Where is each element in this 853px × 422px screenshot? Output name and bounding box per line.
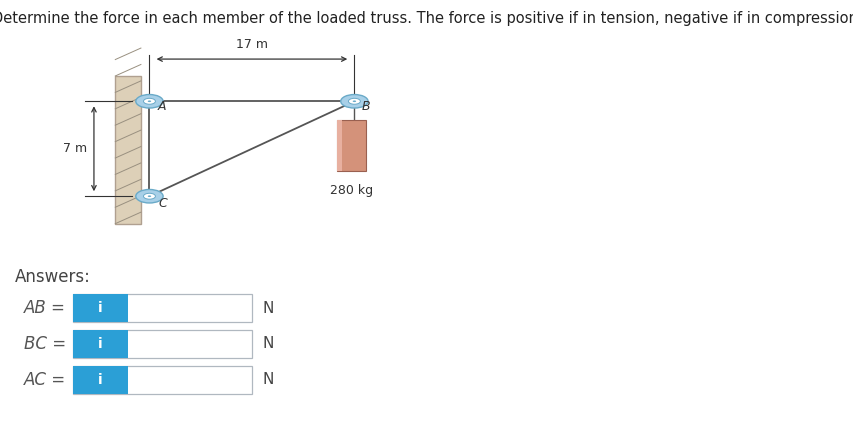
Text: Determine the force in each member of the loaded truss. The force is positive if: Determine the force in each member of th… xyxy=(0,11,853,26)
Circle shape xyxy=(136,95,163,108)
Text: N: N xyxy=(262,336,273,352)
Text: C: C xyxy=(158,197,166,210)
Circle shape xyxy=(143,193,155,199)
Text: AC =: AC = xyxy=(24,371,66,389)
Text: i: i xyxy=(98,337,102,351)
Circle shape xyxy=(143,98,155,104)
Text: i: i xyxy=(98,373,102,387)
Text: B: B xyxy=(361,100,369,113)
Circle shape xyxy=(148,100,151,102)
Bar xyxy=(73,366,128,393)
Circle shape xyxy=(136,189,163,203)
Bar xyxy=(115,76,141,224)
Text: 7 m: 7 m xyxy=(63,142,87,155)
Bar xyxy=(73,330,128,357)
Bar xyxy=(73,295,128,322)
Text: AB =: AB = xyxy=(24,299,66,317)
Text: Answers:: Answers: xyxy=(15,268,91,286)
Bar xyxy=(337,120,365,171)
Text: N: N xyxy=(262,300,273,316)
Bar xyxy=(73,330,252,357)
Circle shape xyxy=(340,95,368,108)
Text: 17 m: 17 m xyxy=(235,38,268,51)
Circle shape xyxy=(352,100,356,102)
Bar xyxy=(337,120,342,171)
Text: BC =: BC = xyxy=(24,335,66,353)
Circle shape xyxy=(348,98,360,104)
Text: A: A xyxy=(158,100,166,113)
Bar xyxy=(73,295,252,322)
Text: 280 kg: 280 kg xyxy=(329,184,373,197)
Bar xyxy=(73,366,252,393)
Circle shape xyxy=(148,195,151,197)
Text: i: i xyxy=(98,301,102,315)
Text: N: N xyxy=(262,372,273,387)
